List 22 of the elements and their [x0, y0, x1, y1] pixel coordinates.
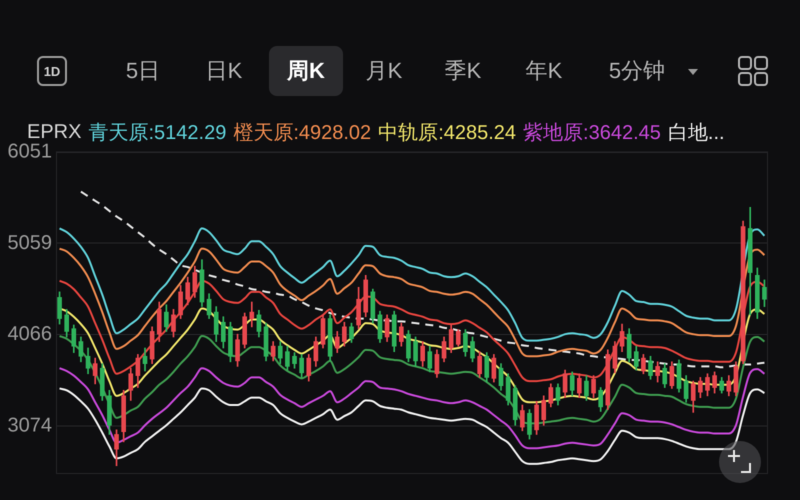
text: 年K — [526, 58, 562, 84]
text: 5分钟 — [608, 58, 666, 84]
text: 月K — [366, 58, 402, 84]
y-tick-label: 3074 — [8, 414, 52, 436]
legend-title: EPRX — [27, 121, 82, 144]
y-tick-label: 6051 — [8, 140, 52, 163]
text: 中轨原:4285.24 — [378, 121, 516, 146]
line-series — [58, 387, 766, 465]
text: 橙天原:4928.02 — [233, 121, 372, 146]
line-series — [58, 227, 766, 342]
y-tick-label: 4066 — [8, 323, 52, 346]
text: 5日 — [126, 58, 160, 84]
text: 青天原:5142.29 — [88, 121, 226, 146]
text: 季K — [444, 58, 482, 84]
text: 紫地原:3642.45 — [523, 121, 661, 146]
text: 日K — [206, 58, 242, 84]
line-series — [58, 248, 766, 358]
selected-tab: 周K — [269, 46, 343, 96]
y-tick-label: 5059 — [8, 232, 52, 254]
line-series — [58, 367, 766, 450]
day-button: 1D — [37, 56, 67, 86]
text: 白地... — [668, 121, 725, 146]
